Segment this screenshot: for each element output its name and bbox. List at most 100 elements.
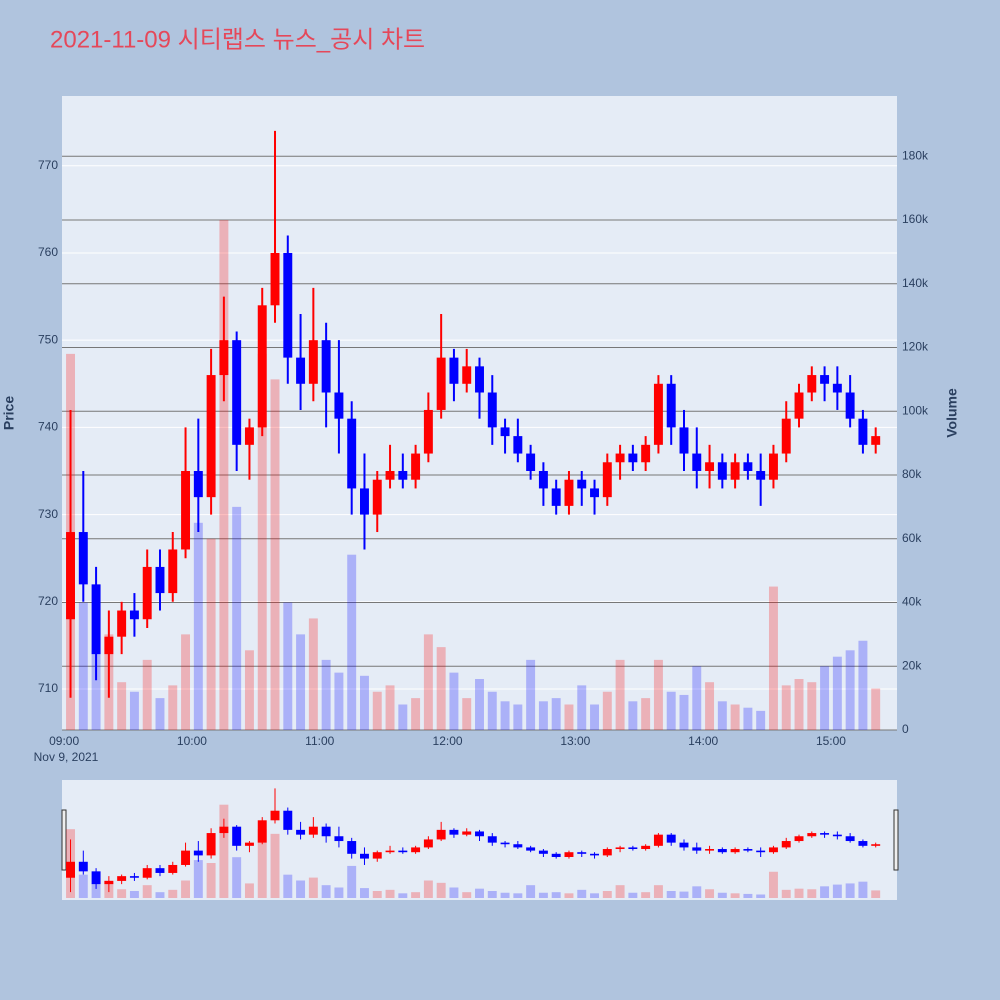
- x-date-label: Nov 9, 2021: [34, 750, 99, 764]
- y-tick-label: 710: [38, 681, 58, 695]
- candle-body: [653, 383, 663, 445]
- volume-bar: [666, 691, 676, 730]
- volume-bar: [449, 887, 459, 898]
- volume-bar: [475, 888, 484, 898]
- candle-body: [858, 418, 868, 445]
- candle-body: [487, 392, 497, 428]
- volume-bar: [232, 506, 242, 730]
- volume-bar: [705, 889, 715, 898]
- volume-bar: [756, 894, 766, 898]
- volume-bar: [78, 602, 88, 730]
- volume-bar: [334, 672, 344, 730]
- candle-body: [845, 392, 855, 419]
- candle-body: [845, 836, 855, 842]
- candle-body: [398, 850, 408, 853]
- candle-body: [666, 383, 676, 428]
- candle-body: [117, 876, 127, 881]
- volume-bar: [321, 659, 331, 730]
- volume-bar: [436, 647, 446, 730]
- candle-body: [219, 826, 229, 834]
- candle-body: [423, 409, 433, 454]
- x-tick-label: 15:00: [816, 734, 846, 748]
- volume-bar: [602, 691, 612, 730]
- volume-bar: [129, 891, 139, 898]
- volume-bar: [653, 659, 663, 730]
- volume-bar: [513, 704, 523, 730]
- candle-body: [743, 462, 753, 471]
- volume-bar: [372, 891, 382, 898]
- volume-bar: [832, 884, 842, 898]
- volume-bar: [360, 888, 369, 898]
- volume-bar: [168, 685, 178, 730]
- candle-body: [78, 861, 88, 872]
- candle-body: [538, 470, 548, 489]
- y2-axis-title: Volume: [944, 388, 960, 438]
- volume-bar: [871, 890, 881, 898]
- y2-tick-label: 100k: [902, 403, 929, 417]
- volume-bar: [244, 883, 254, 898]
- candle-body: [526, 847, 536, 851]
- candle-body: [385, 470, 395, 480]
- volume-bar: [462, 698, 472, 730]
- candle-body: [142, 868, 152, 878]
- slider-handle[interactable]: [61, 809, 67, 871]
- candle-body: [129, 876, 139, 878]
- volume-bar: [807, 682, 817, 730]
- slider-handle[interactable]: [893, 809, 899, 871]
- volume-bar: [193, 522, 203, 730]
- x-tick-label: 13:00: [560, 734, 590, 748]
- candle-body: [768, 453, 778, 480]
- volume-bar: [717, 892, 727, 898]
- candle-body: [155, 566, 165, 594]
- volume-bar: [705, 682, 715, 730]
- volume-bar: [641, 698, 651, 730]
- volume-bar: [768, 586, 778, 730]
- y2-tick-label: 180k: [902, 148, 929, 162]
- y2-tick-label: 20k: [902, 658, 922, 672]
- volume-bar: [117, 682, 127, 730]
- candle-body: [244, 842, 254, 846]
- candle-body: [832, 383, 842, 393]
- candle-body: [206, 833, 216, 856]
- candle-body: [820, 375, 830, 384]
- volume-bar: [538, 892, 548, 898]
- candle-body: [590, 853, 599, 856]
- volume-bar: [155, 698, 165, 730]
- candle-body: [168, 864, 178, 873]
- volume-bar: [219, 804, 229, 898]
- candle-body: [308, 826, 318, 835]
- volume-bar: [794, 888, 804, 898]
- y-tick-label: 720: [38, 594, 58, 608]
- volume-bar: [129, 691, 139, 730]
- candle-body: [756, 850, 766, 853]
- volume-bar: [78, 874, 88, 898]
- candle-body: [232, 340, 242, 445]
- volume-bar: [679, 891, 689, 898]
- candle-body: [193, 470, 203, 498]
- x-tick-label: 11:00: [305, 734, 334, 748]
- volume-bar: [423, 880, 433, 898]
- volume-bar: [321, 885, 331, 898]
- volume-bar: [551, 698, 561, 730]
- volume-bar: [283, 602, 293, 730]
- candle-body: [117, 610, 127, 637]
- candle-body: [641, 845, 651, 850]
- candle-body: [142, 566, 152, 620]
- candle-body: [564, 479, 574, 506]
- candle-body: [577, 479, 587, 489]
- y2-tick-label: 0: [902, 722, 909, 736]
- candle-body: [232, 826, 242, 846]
- candle-body: [717, 849, 727, 853]
- volume-bar: [794, 678, 804, 730]
- candle-body: [219, 340, 229, 376]
- volume-bar: [296, 880, 306, 898]
- volume-bar: [845, 650, 855, 730]
- candle-body: [858, 841, 868, 846]
- y-tick-label: 730: [38, 507, 58, 521]
- volume-bar: [615, 885, 625, 898]
- candle-body: [692, 453, 702, 471]
- candle-body: [768, 847, 778, 853]
- candle-body: [717, 462, 727, 480]
- volume-bar: [423, 634, 433, 730]
- candle-body: [730, 462, 740, 480]
